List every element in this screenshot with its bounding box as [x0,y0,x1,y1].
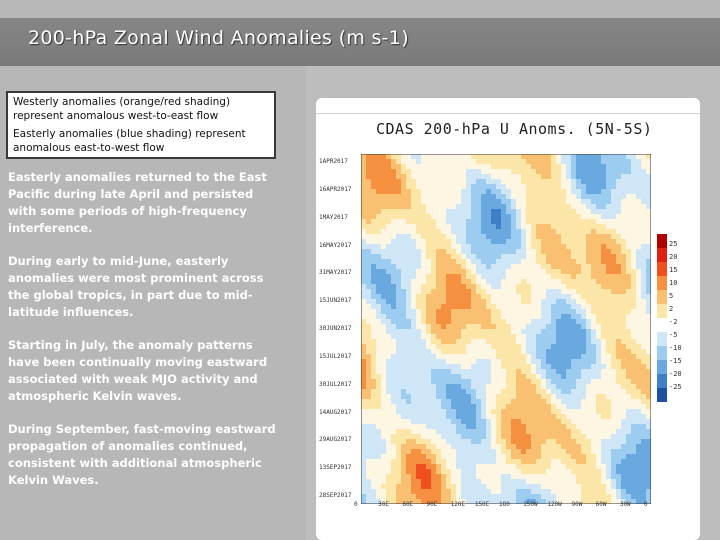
colorbar-swatch [657,332,667,347]
easterly-note: Easterly anomalies (blue shading) repres… [13,128,246,154]
hovmoller-plot [361,154,651,504]
date-label: 30JUL2017 [319,380,352,388]
figure-title: CDAS 200-hPa U Anoms. (5N-5S) [376,120,653,138]
longitude-label: 90E [426,501,438,508]
colorbar-swatch [657,276,667,291]
longitude-label: 90W [571,501,583,508]
westerly-note: Westerly anomalies (orange/red shading) … [13,96,231,122]
colorbar-swatch [657,234,667,249]
colorbar-label: 15 [669,266,678,274]
colorbar-label: 2 [669,305,674,313]
colorbar-swatch [657,346,667,361]
longitude-label: 0 [644,501,648,508]
longitude-label: 150E [474,501,490,508]
date-label: 16APR2017 [319,185,352,193]
colorbar-swatch [657,374,667,389]
longitude-label: 60W [595,501,607,508]
longitude-label: 60E [402,501,414,508]
longitude-label: 30E [378,501,389,508]
anomaly-shading [361,154,651,504]
date-label: 1MAY2017 [319,213,348,221]
date-label: 15JUN2017 [319,297,352,305]
longitude-label: 120W [547,501,562,508]
colorbar-label: 5 [669,292,674,300]
legend-box: Westerly anomalies (orange/red shading) … [6,91,276,159]
colorbar-label: -5 [669,331,678,339]
paragraph-2: During early to mid-June, easterly anoma… [8,254,264,319]
longitude-label: 30W [619,501,631,508]
date-label: 1APR2017 [319,158,348,165]
colorbar-label: 10 [669,279,678,287]
colorbar-label: -25 [669,383,682,391]
paragraph-3: Starting in July, the anomaly patterns h… [8,338,268,403]
colorbar-label: -20 [669,370,682,378]
longitude-label: 150W [523,501,538,508]
date-label: 14AUG2017 [319,408,352,416]
longitude-label: 120E [450,501,466,508]
colorbar-label: 25 [669,240,678,248]
colorbar-swatch [657,248,667,263]
colorbar-label: -2 [669,318,678,326]
colorbar-swatch [657,360,667,375]
paragraph-1: Easterly anomalies returned to the East … [8,170,267,235]
date-label: 30JUN2017 [319,325,352,332]
colorbar-label: 20 [669,253,678,261]
date-label: 13SEP2017 [319,464,352,472]
colorbar [657,234,667,402]
top-band [0,0,720,18]
colorbar-swatch [657,304,667,319]
colorbar-label: -15 [669,357,682,365]
colorbar-swatch [657,318,667,333]
date-label: 16MAY2017 [319,241,352,249]
longitude-label: 180 [499,501,510,508]
longitude-label: 0 [354,501,358,508]
title-bar [0,18,720,66]
colorbar-label: -10 [669,344,682,352]
colorbar-swatch [657,262,667,277]
date-label: 31MAY2017 [319,269,352,277]
date-label: 29AUG2017 [319,436,352,444]
colorbar-swatch [657,290,667,305]
colorbar-swatch [657,388,667,402]
figure-divider [316,113,700,114]
slide-title: 200-hPa Zonal Wind Anomalies (m s-1) [28,27,409,49]
date-label: 28SEP2017 [319,492,352,499]
paragraph-4: During September, fast-moving eastward p… [8,422,276,487]
date-label: 15JUL2017 [319,352,352,360]
